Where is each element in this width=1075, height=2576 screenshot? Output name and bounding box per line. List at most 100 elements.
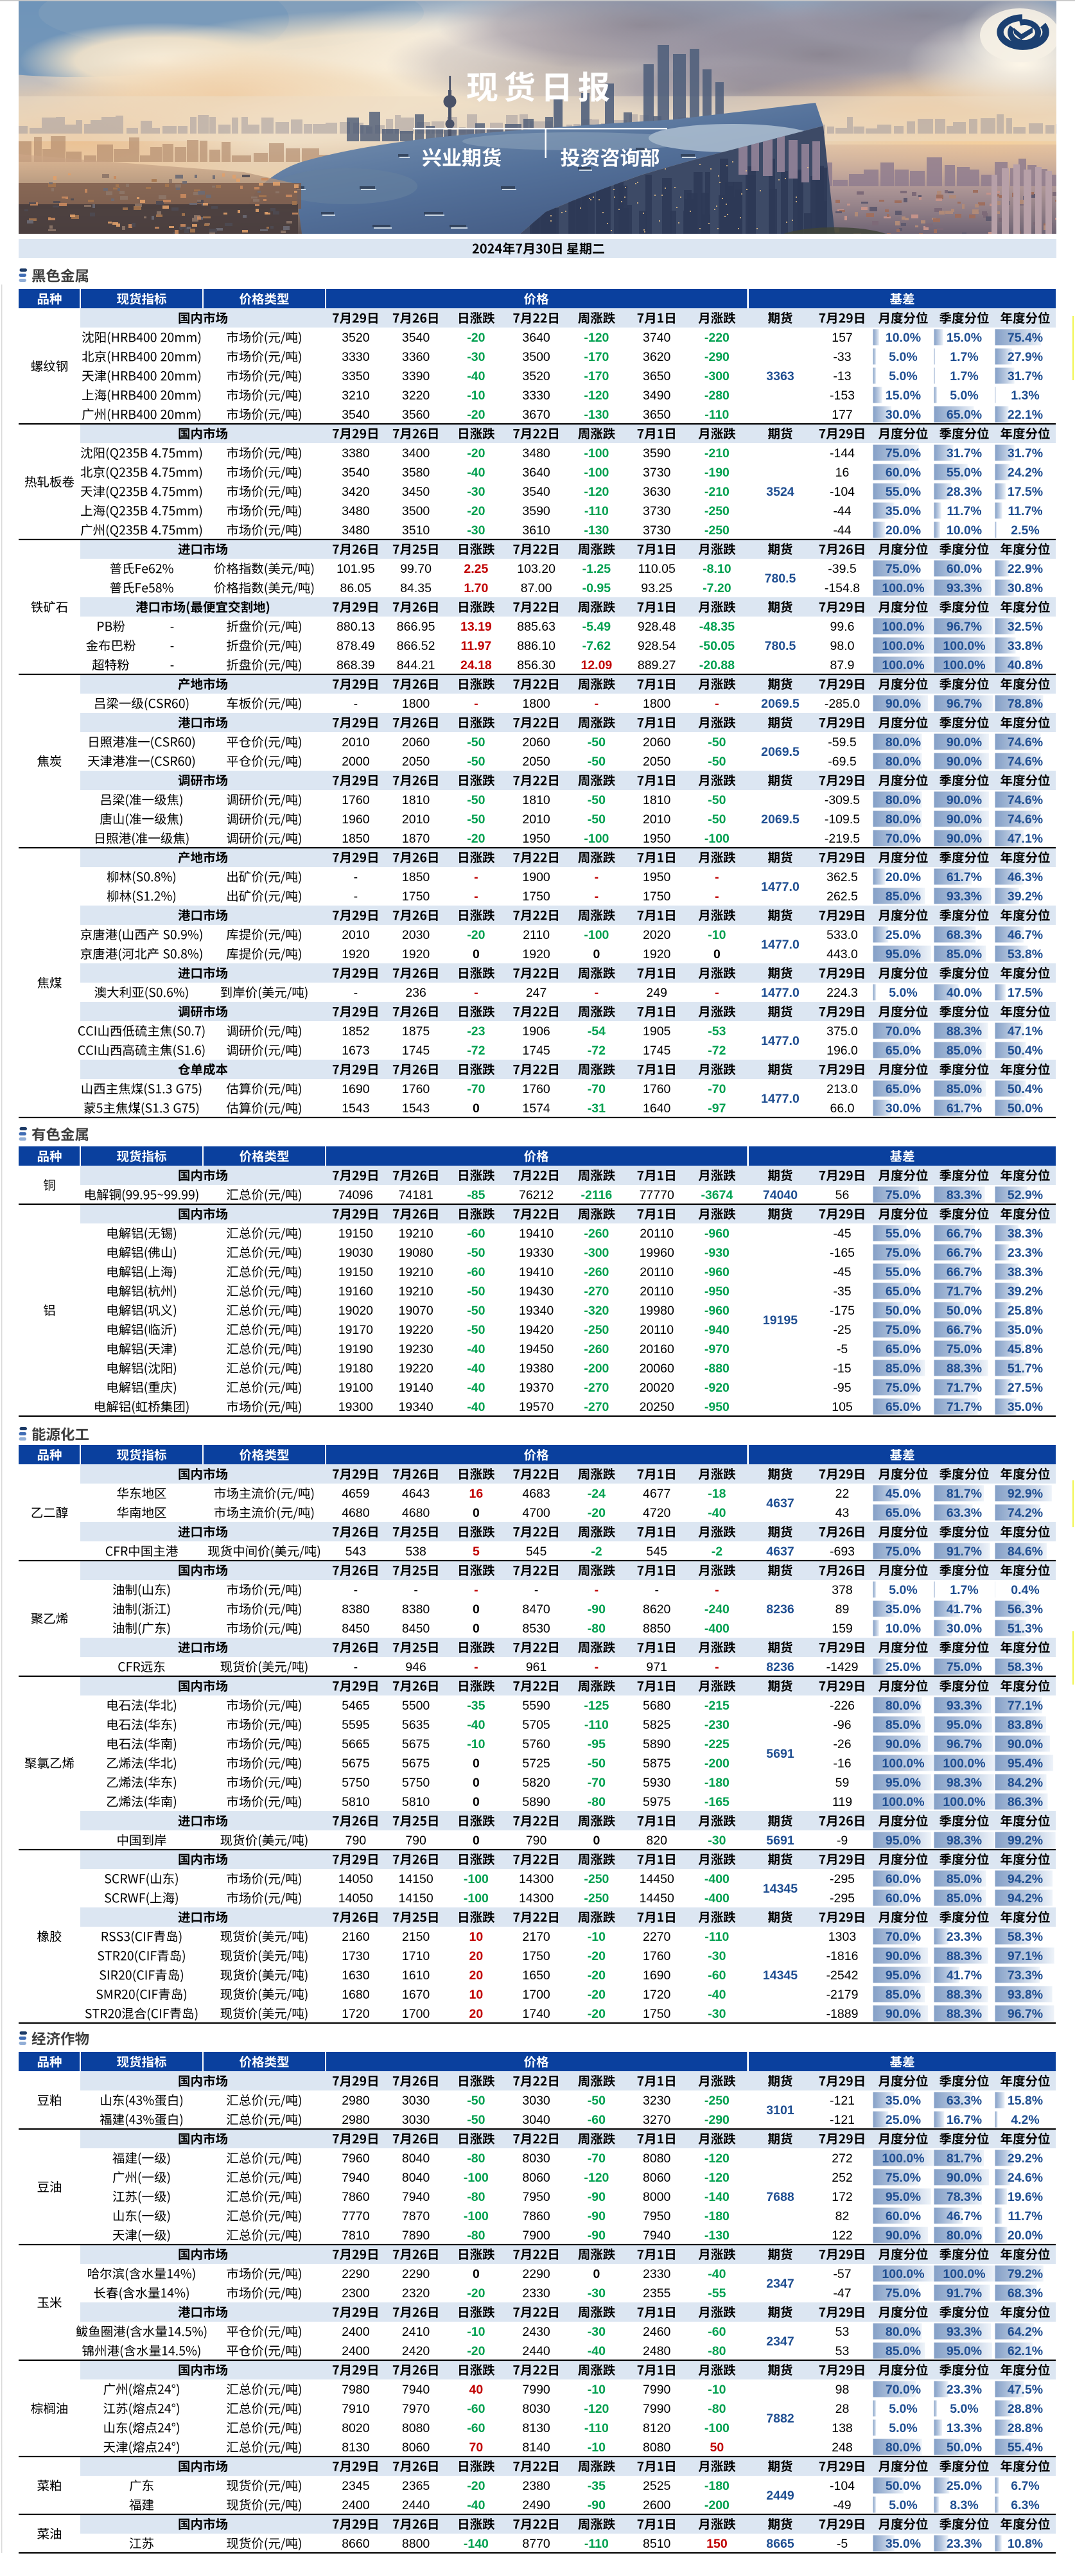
svg-text:-121: -121 — [830, 2113, 855, 2127]
svg-text:-20: -20 — [467, 2286, 485, 2300]
svg-text:51.3%: 51.3% — [1008, 1622, 1043, 1636]
svg-text:2330: 2330 — [643, 2267, 671, 2281]
svg-text:4680: 4680 — [342, 1506, 370, 1520]
svg-text:55.0%: 55.0% — [947, 466, 982, 480]
svg-text:7950: 7950 — [643, 2209, 671, 2223]
svg-text:0: 0 — [473, 1602, 480, 1617]
svg-text:-60: -60 — [708, 1968, 726, 1983]
svg-text:-18: -18 — [708, 1487, 726, 1501]
svg-text:13.3%: 13.3% — [947, 2421, 982, 2435]
svg-text:88.3%: 88.3% — [947, 1024, 982, 1038]
svg-text:5465: 5465 — [342, 1699, 370, 1713]
svg-text:70.0%: 70.0% — [886, 1930, 921, 1944]
svg-text:7940: 7940 — [402, 2383, 430, 2397]
svg-text:19195: 19195 — [763, 1313, 798, 1327]
svg-text:-13: -13 — [833, 369, 851, 383]
svg-text:-26: -26 — [833, 1737, 851, 1751]
svg-text:74.6%: 74.6% — [1008, 755, 1043, 769]
svg-text:11.7%: 11.7% — [1008, 2209, 1042, 2223]
svg-text:1.3%: 1.3% — [1011, 389, 1039, 403]
svg-text:-59.5: -59.5 — [828, 735, 857, 749]
svg-text:19160: 19160 — [338, 1284, 373, 1299]
svg-text:19570: 19570 — [519, 1400, 554, 1414]
svg-text:4683: 4683 — [522, 1487, 550, 1501]
svg-text:-190: -190 — [704, 466, 730, 480]
svg-text:60.0%: 60.0% — [947, 562, 982, 576]
svg-text:-40: -40 — [708, 1506, 726, 1520]
svg-text:66.7%: 66.7% — [947, 1227, 982, 1241]
svg-text:85.0%: 85.0% — [947, 1872, 982, 1886]
svg-text:1950: 1950 — [643, 832, 671, 846]
svg-text:-20: -20 — [467, 331, 485, 345]
svg-text:19960: 19960 — [640, 1246, 674, 1260]
svg-text:93.3%: 93.3% — [947, 581, 982, 595]
svg-text:-: - — [170, 639, 175, 653]
svg-text:82: 82 — [835, 2209, 850, 2223]
svg-text:43: 43 — [835, 1506, 850, 1520]
svg-text:50.0%: 50.0% — [947, 1304, 982, 1318]
svg-text:2050: 2050 — [402, 755, 430, 769]
svg-text:95.0%: 95.0% — [947, 2344, 982, 2358]
svg-text:-200: -200 — [704, 1757, 730, 1771]
svg-text:75.0%: 75.0% — [886, 446, 921, 460]
svg-text:20160: 20160 — [640, 1342, 674, 1356]
svg-text:-: - — [170, 658, 175, 672]
svg-text:2347: 2347 — [766, 2335, 794, 2349]
svg-text:-: - — [354, 1660, 358, 1674]
svg-text:2290: 2290 — [522, 2267, 550, 2281]
svg-text:19220: 19220 — [398, 1362, 433, 1376]
svg-text:780.5: 780.5 — [765, 639, 796, 653]
svg-text:70.0%: 70.0% — [886, 832, 921, 846]
svg-text:-250: -250 — [584, 1323, 609, 1337]
svg-text:14450: 14450 — [640, 1891, 674, 1906]
svg-text:80.0%: 80.0% — [886, 755, 921, 769]
svg-text:74040: 74040 — [763, 1188, 798, 1202]
svg-text:19430: 19430 — [519, 1284, 554, 1299]
svg-text:92.9%: 92.9% — [1008, 1487, 1043, 1501]
svg-text:224.3: 224.3 — [826, 986, 858, 1000]
svg-text:868.39: 868.39 — [336, 658, 375, 672]
svg-text:95.0%: 95.0% — [886, 1834, 921, 1848]
svg-text:5975: 5975 — [643, 1795, 671, 1809]
svg-text:248: 248 — [832, 2440, 853, 2455]
svg-text:8030: 8030 — [522, 2151, 550, 2166]
svg-text:-: - — [654, 1583, 659, 1597]
svg-text:5820: 5820 — [522, 1776, 550, 1790]
svg-text:-140: -140 — [704, 2190, 730, 2204]
svg-text:5750: 5750 — [342, 1776, 370, 1790]
svg-text:2400: 2400 — [342, 2325, 370, 2339]
svg-text:17.5%: 17.5% — [1008, 485, 1043, 499]
svg-text:45.0%: 45.0% — [886, 1487, 921, 1501]
svg-text:53: 53 — [835, 2325, 850, 2339]
svg-text:-20: -20 — [588, 2007, 606, 2021]
svg-text:1760: 1760 — [643, 1082, 671, 1096]
svg-text:-50: -50 — [467, 1284, 485, 1299]
svg-text:-50: -50 — [588, 2094, 606, 2108]
svg-text:71.7%: 71.7% — [947, 1400, 982, 1414]
svg-text:-80: -80 — [588, 1795, 606, 1809]
svg-text:-110: -110 — [584, 1718, 609, 1732]
svg-text:3230: 3230 — [643, 2094, 671, 2108]
svg-text:3540: 3540 — [402, 331, 430, 345]
svg-text:95.0%: 95.0% — [886, 2190, 921, 2204]
svg-text:-30: -30 — [588, 2286, 606, 2300]
svg-text:90.0%: 90.0% — [947, 793, 982, 807]
svg-text:0: 0 — [473, 1101, 480, 1116]
svg-text:20: 20 — [469, 1949, 484, 1963]
svg-text:19220: 19220 — [398, 1323, 433, 1337]
svg-text:878.49: 878.49 — [336, 639, 375, 653]
svg-text:25.0%: 25.0% — [886, 1660, 921, 1674]
svg-text:-2542: -2542 — [826, 1968, 859, 1983]
svg-text:-: - — [715, 1660, 719, 1674]
svg-text:75.0%: 75.0% — [947, 1342, 982, 1356]
svg-text:39.2%: 39.2% — [1008, 1284, 1043, 1299]
svg-text:83.3%: 83.3% — [947, 1188, 982, 1202]
svg-text:2060: 2060 — [402, 735, 430, 749]
svg-text:28: 28 — [835, 2402, 850, 2416]
svg-text:-120: -120 — [584, 2171, 609, 2185]
svg-text:-40: -40 — [467, 1718, 485, 1732]
svg-text:-97: -97 — [708, 1101, 726, 1116]
svg-text:31.7%: 31.7% — [1008, 446, 1043, 460]
svg-text:86.05: 86.05 — [340, 581, 371, 595]
svg-text:35.0%: 35.0% — [886, 504, 921, 518]
